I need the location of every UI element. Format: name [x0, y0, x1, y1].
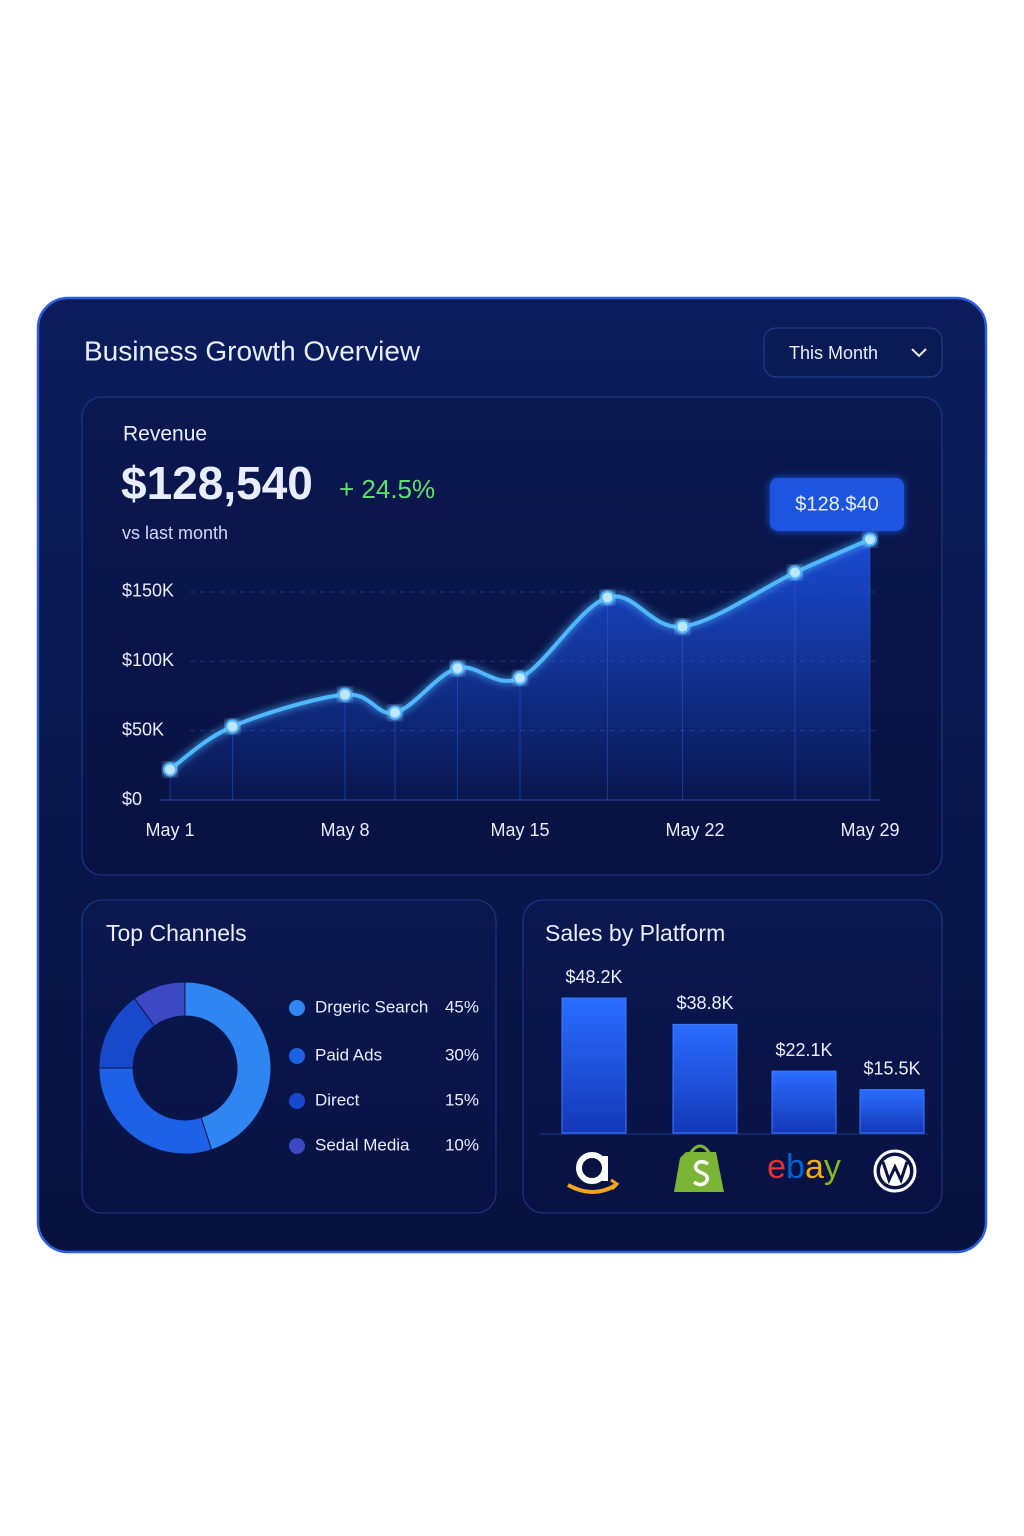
- revenue-title: Revenue: [123, 423, 207, 446]
- point: [863, 532, 877, 547]
- legend-dot: [289, 1000, 305, 1016]
- legend-value: 45%: [445, 997, 479, 1016]
- point: [225, 719, 240, 734]
- slice: [184, 981, 272, 1151]
- point: [788, 565, 802, 580]
- y-tick-label: $150K: [122, 581, 174, 601]
- x-tick-label: May 22: [665, 820, 724, 840]
- point: [338, 687, 352, 702]
- shopify-icon: [674, 1144, 724, 1192]
- area: [170, 539, 870, 800]
- platform-title: Sales by Platform: [545, 920, 725, 946]
- bar-value-label: $38.8K: [676, 993, 733, 1013]
- legend-dot: [289, 1093, 305, 1109]
- dashboard-title: Business Growth Overview: [84, 335, 421, 366]
- bar: [561, 997, 627, 1134]
- point: [388, 705, 402, 720]
- channels-title: Top Channels: [106, 920, 247, 946]
- callout-box: [770, 478, 904, 531]
- period-label[interactable]: This Month: [789, 343, 878, 363]
- bar: [672, 1023, 738, 1134]
- y-tick-label: $0: [122, 789, 142, 809]
- legend-value: 30%: [445, 1045, 479, 1064]
- legend-label: Sedal Media: [315, 1135, 410, 1154]
- callout: $128.$40: [795, 493, 878, 515]
- wordpress-icon: [873, 1149, 917, 1193]
- slice: [133, 981, 186, 1027]
- legend-label: Direct: [315, 1090, 360, 1109]
- legend-value: 15%: [445, 1090, 479, 1109]
- legend-dot: [289, 1048, 305, 1064]
- bar-value-label: $22.1K: [775, 1040, 832, 1060]
- point: [163, 762, 177, 777]
- legend-label: Paid Ads: [315, 1045, 382, 1064]
- amazon-icon: [567, 1152, 620, 1194]
- bar-value-label: $15.5K: [863, 1058, 920, 1078]
- x-tick-label: May 1: [145, 820, 194, 840]
- x-tick-label: May 29: [840, 820, 899, 840]
- y-tick-label: $50K: [122, 719, 164, 739]
- revenue-note: vs last month: [122, 523, 228, 543]
- period-dropdown[interactable]: [763, 327, 943, 378]
- point: [450, 661, 465, 676]
- revenue-value: $128,540: [121, 457, 313, 509]
- y-tick-label: $100K: [122, 650, 174, 670]
- dropdown-chevron[interactable]: [911, 348, 927, 358]
- legend-label: Drgeric Search: [315, 997, 428, 1016]
- category-label: ebay: [767, 1148, 841, 1186]
- line: [168, 537, 871, 772]
- bar: [771, 1070, 837, 1134]
- legend-value: 10%: [445, 1135, 479, 1154]
- bar-value-label: $48.2K: [565, 967, 622, 987]
- channels-card: [81, 899, 497, 1214]
- bar: [859, 1089, 925, 1134]
- point: [600, 590, 615, 605]
- x-tick-label: May 8: [320, 820, 369, 840]
- legend-dot: [289, 1138, 305, 1154]
- point: [513, 670, 527, 685]
- revenue-change: + 24.5%: [339, 474, 435, 504]
- x-tick-label: May 15: [490, 820, 549, 840]
- point: [675, 619, 690, 634]
